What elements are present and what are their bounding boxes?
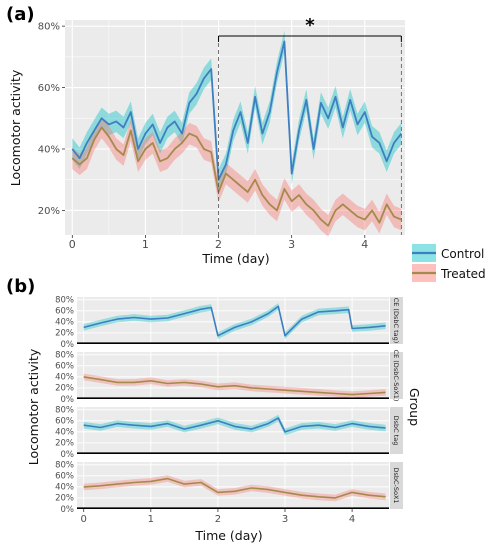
facet-strip-label: CE (DsbC tag) (392, 298, 400, 344)
facet-background (77, 297, 389, 344)
legend-label-treated: Treated (440, 267, 486, 281)
panel-b-x-tick-label: 1 (148, 514, 154, 525)
facet-y-tick-label: 20% (55, 494, 74, 504)
facet-y-tick-label: 20% (55, 384, 74, 394)
facet-3: 0%20%40%60%80% DsbC tag (55, 406, 403, 460)
panel-b-label: (b) (6, 276, 35, 297)
x-tick-label: 4 (361, 238, 368, 251)
facet-strip (390, 352, 403, 399)
significance-star: * (305, 15, 315, 36)
panel-a-x-ticks: 0 1 2 3 4 (69, 235, 368, 251)
panel-a-y-ticks: 20% 40% 60% 80% (38, 22, 65, 217)
series-line-treated (71, 126, 402, 227)
facet-y-tick-label: 0% (61, 395, 75, 405)
x-tick-label: 1 (142, 238, 149, 251)
facet-y-tick-label: 0% (61, 505, 75, 515)
facet-y-tick-label: 0% (61, 340, 75, 350)
y-tick-label: 60% (38, 83, 60, 94)
facet-2: 0%20%40%60%80% CE (DsbC-SoX1) (55, 350, 403, 405)
facet-background (77, 407, 389, 454)
x-tick-label: 0 (69, 238, 76, 251)
facet-ribbon (83, 303, 386, 339)
facet-y-tick-label: 60% (55, 472, 74, 482)
facet-y-tick-label: 60% (55, 417, 74, 427)
facet-background (77, 462, 389, 509)
panel-b-x-label: Time (day) (194, 528, 262, 543)
facet-strip-label: CE (DsbC-SoX1) (392, 350, 400, 402)
panel-a-y-label: Locomotor activity (8, 69, 23, 186)
facet-strip-label: DsbC tag (392, 416, 400, 446)
facet-series-line (83, 376, 386, 396)
panel-b-y-label: Locomotor activity (26, 348, 41, 465)
facet-series-line (83, 417, 386, 433)
facet-y-tick-label: 80% (55, 461, 74, 471)
y-tick-label: 40% (38, 145, 60, 156)
facet-ribbon (83, 414, 386, 436)
facet-y-tick-label: 80% (55, 296, 74, 306)
panel-a-lines (71, 40, 403, 227)
facet-1: 0%20%40%60%80% CE (DsbC tag) (55, 296, 403, 350)
legend: Control Treated (412, 244, 486, 282)
facet-series-line (83, 477, 386, 499)
facet-series-line (83, 305, 386, 337)
panel-b-legend-title: Group (407, 388, 422, 426)
facet-y-tick-label: 80% (55, 351, 74, 361)
panel-a-label: (a) (6, 4, 35, 25)
facet-y-tick-label: 40% (55, 318, 74, 328)
facet-y-tick-label: 0% (61, 450, 75, 460)
x-tick-label: 2 (215, 238, 222, 251)
panel-b-x-tick-label: 4 (349, 514, 355, 525)
facet-strip (390, 462, 403, 509)
x-tick-label: 3 (288, 238, 295, 251)
panel-b-facets: 0%20%40%60%80% CE (DsbC tag)0%20%40%60%80… (55, 296, 403, 525)
panel-b-x-tick-label: 0 (81, 514, 87, 525)
series-line-control (71, 40, 403, 181)
facet-background (77, 352, 389, 399)
facet-y-tick-label: 40% (55, 483, 74, 493)
facet-y-tick-label: 20% (55, 439, 74, 449)
facet-y-tick-label: 40% (55, 428, 74, 438)
significance-bracket: * (218, 15, 402, 235)
y-tick-label: 80% (38, 22, 60, 33)
facet-strip (390, 297, 403, 344)
facet-y-tick-label: 40% (55, 373, 74, 383)
facet-y-tick-label: 60% (55, 307, 74, 317)
panel-a-x-label: Time (day) (201, 251, 269, 266)
y-tick-label: 20% (38, 206, 60, 217)
legend-label-control: Control (441, 247, 484, 261)
panel-b-x-tick-label: 2 (215, 514, 221, 525)
facet-y-tick-label: 20% (55, 329, 74, 339)
panel-b-x-tick-label: 3 (282, 514, 288, 525)
facet-ribbon (83, 475, 386, 502)
facet-y-tick-label: 60% (55, 362, 74, 372)
facet-strip (390, 407, 403, 454)
facet-strip-label: DsbC-SoX1 (392, 467, 400, 503)
facet-y-tick-label: 80% (55, 406, 74, 416)
facet-4: 0%20%40%60%80% DsbC-SoX1 (55, 461, 403, 515)
